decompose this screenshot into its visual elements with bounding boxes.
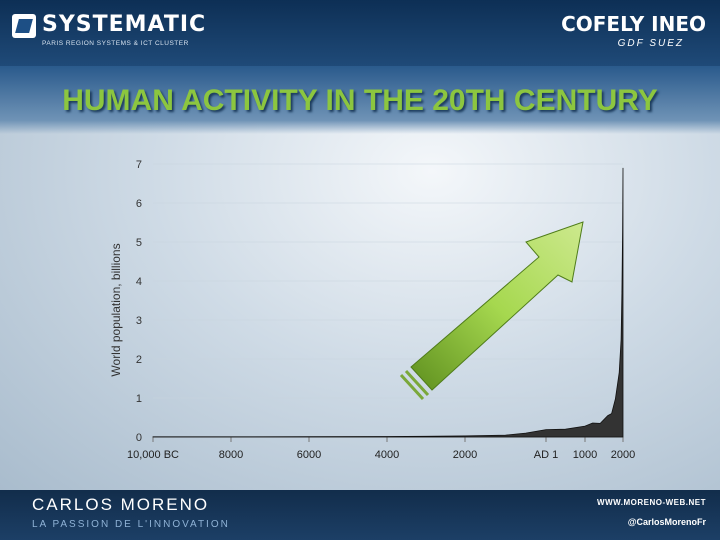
x-tick-label: 2000 <box>611 449 635 461</box>
systematic-logo-subtitle: PARIS REGION SYSTEMS & ICT CLUSTER <box>42 40 189 47</box>
header-bar <box>0 0 720 66</box>
gdf-suez-label: GDF SUEZ <box>617 38 684 49</box>
x-tick-label: 8000 <box>219 449 243 461</box>
footer-bar: CARLOS MORENO LA PASSION DE L'INNOVATION… <box>0 490 720 540</box>
y-tick-label: 3 <box>136 315 142 327</box>
y-tick-label: 2 <box>136 354 142 366</box>
population-area <box>152 167 624 438</box>
x-tick-label: 6000 <box>297 449 321 461</box>
systematic-logo-name: SYSTEMATIC <box>42 12 207 37</box>
cofely-ineo-logo: COFELY INEO GDF SUEZ <box>536 12 706 54</box>
x-tick-label: 2000 <box>453 449 477 461</box>
y-tick-label: 6 <box>136 198 142 210</box>
x-tick-label: 4000 <box>375 449 399 461</box>
growth-arrow-icon <box>399 221 584 401</box>
systematic-logo: SYSTEMATIC PARIS REGION SYSTEMS & ICT CL… <box>12 12 205 52</box>
slide-title: HUMAN ACTIVITY IN THE 20TH CENTURY <box>62 84 658 117</box>
y-tick-label: 7 <box>136 159 142 171</box>
y-axis-label: World population, billions <box>109 243 123 376</box>
y-tick-label: 5 <box>136 237 142 249</box>
cofely-logo-name: COFELY INEO <box>561 12 706 36</box>
author-tagline: LA PASSION DE L'INNOVATION <box>32 519 230 530</box>
y-tick-label: 4 <box>136 276 142 288</box>
chart-gridlines <box>153 163 623 438</box>
x-tick-label: 1000 <box>573 449 597 461</box>
x-axis-ticks: 10,000 BC 8000 6000 4000 2000 AD 1 1000 2000 <box>127 436 635 461</box>
twitter-handle[interactable]: @CarlosMorenoFr <box>627 517 706 527</box>
title-band <box>0 66 720 134</box>
y-tick-label: 1 <box>136 393 142 405</box>
x-tick-label: AD 1 <box>534 449 558 461</box>
systematic-mark-icon <box>12 14 36 38</box>
y-tick-label: 0 <box>136 432 142 444</box>
author-name: CARLOS MORENO <box>32 495 210 514</box>
y-axis-ticks: 0 1 2 3 4 5 6 7 <box>136 159 142 444</box>
website-link[interactable]: WWW.MORENO-WEB.NET <box>597 498 706 507</box>
x-tick-label: 10,000 BC <box>127 449 179 461</box>
